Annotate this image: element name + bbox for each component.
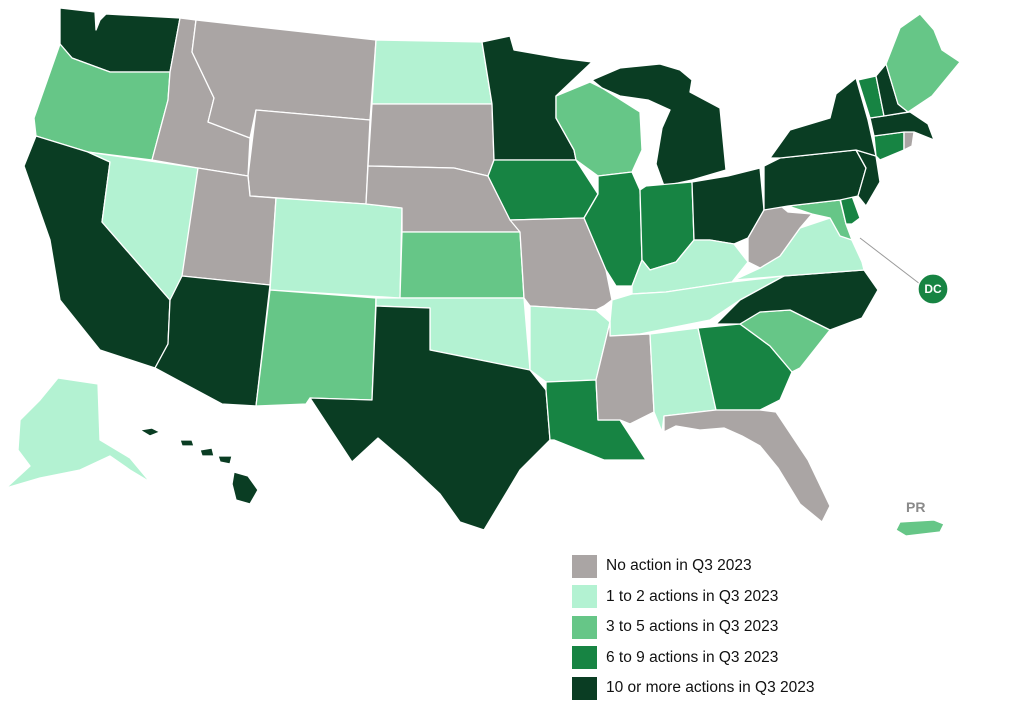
legend-label: 6 to 9 actions in Q3 2023	[606, 648, 779, 666]
legend-item-3-to-5: 3 to 5 actions in Q3 2023	[572, 612, 815, 643]
state-il	[583, 171, 643, 287]
state-ky	[631, 239, 749, 295]
legend-label: 10 or more actions in Q3 2023	[606, 679, 815, 697]
state-hi	[139, 427, 259, 505]
state-wy	[247, 109, 371, 205]
pr-label: PR	[906, 499, 925, 515]
state-me	[885, 13, 961, 113]
legend-swatch	[572, 615, 597, 639]
legend-item-1-to-2: 1 to 2 actions in Q3 2023	[572, 582, 815, 613]
state-tx	[309, 305, 551, 531]
state-fl	[663, 409, 831, 523]
state-ak	[5, 377, 151, 489]
legend-item-10-or-more: 10 or more actions in Q3 2023	[572, 673, 815, 704]
state-ma	[869, 111, 935, 141]
legend-label: 1 to 2 actions in Q3 2023	[606, 587, 779, 605]
state-nc	[715, 269, 879, 331]
state-co	[269, 197, 403, 299]
state-mi	[591, 63, 727, 187]
dc-marker	[917, 273, 949, 305]
state-pr	[895, 519, 945, 537]
state-ny	[769, 77, 877, 159]
legend-swatch	[572, 554, 597, 578]
state-ri	[903, 131, 915, 151]
legend-label: No action in Q3 2023	[606, 557, 752, 575]
state-ct	[873, 131, 905, 161]
state-nd	[371, 39, 493, 105]
legend-item-no-action: No action in Q3 2023	[572, 551, 815, 582]
legend: No action in Q3 2023 1 to 2 actions in Q…	[572, 551, 815, 704]
legend-label: 3 to 5 actions in Q3 2023	[606, 618, 779, 636]
dc-leader-line	[859, 237, 921, 285]
state-az	[154, 275, 271, 407]
legend-swatch	[572, 585, 597, 609]
legend-swatch	[572, 646, 597, 670]
state-sd	[367, 103, 495, 177]
legend-item-6-to-9: 6 to 9 actions in Q3 2023	[572, 643, 815, 674]
legend-swatch	[572, 676, 597, 700]
dc-label: DC	[924, 282, 942, 296]
state-nm	[255, 289, 377, 407]
state-ks	[399, 231, 525, 299]
